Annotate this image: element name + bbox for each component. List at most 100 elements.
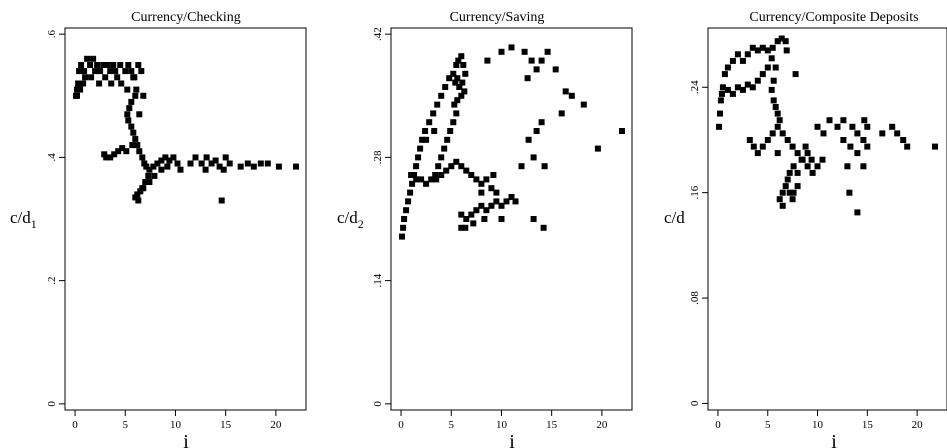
data-point bbox=[73, 92, 79, 99]
data-point bbox=[423, 136, 430, 143]
data-point bbox=[729, 90, 736, 97]
data-point bbox=[102, 74, 109, 81]
data-point bbox=[770, 97, 777, 104]
y-axis-label-main: c/d bbox=[664, 208, 685, 227]
data-point bbox=[203, 154, 210, 161]
x-tick-label: 5 bbox=[449, 419, 455, 431]
data-point bbox=[481, 216, 488, 222]
data-point bbox=[139, 154, 146, 161]
data-point bbox=[142, 179, 149, 185]
data-point bbox=[932, 143, 938, 150]
data-point bbox=[744, 51, 751, 58]
data-point bbox=[166, 157, 173, 164]
x-tick-label: 10 bbox=[812, 419, 824, 431]
data-point bbox=[444, 136, 451, 143]
data-point bbox=[473, 176, 480, 183]
data-point bbox=[798, 156, 805, 163]
data-point bbox=[401, 216, 408, 222]
data-point bbox=[399, 233, 405, 240]
data-point bbox=[463, 167, 470, 174]
data-point bbox=[452, 79, 459, 86]
data-point bbox=[220, 166, 227, 173]
data-point bbox=[192, 154, 199, 161]
data-point bbox=[508, 44, 515, 51]
data-point bbox=[408, 172, 415, 178]
data-point bbox=[819, 156, 826, 163]
data-point bbox=[110, 62, 117, 68]
data-point bbox=[468, 211, 475, 218]
data-point bbox=[413, 163, 420, 170]
data-point bbox=[150, 163, 157, 170]
data-point bbox=[82, 74, 89, 81]
data-point bbox=[112, 68, 119, 75]
x-tick-label: 0 bbox=[72, 419, 78, 431]
data-point bbox=[133, 86, 140, 93]
data-point bbox=[125, 62, 132, 68]
panel-currency-saving: Currency/Saving c/d2 i 0 5 10 15 20 0 .14 .28 .4… bbox=[337, 10, 633, 448]
data-point bbox=[764, 47, 771, 54]
data-point bbox=[143, 163, 150, 170]
data-point bbox=[894, 130, 901, 137]
data-point bbox=[826, 117, 833, 124]
data-point bbox=[541, 163, 548, 170]
data-point bbox=[134, 142, 141, 149]
data-point bbox=[493, 198, 500, 205]
data-point bbox=[540, 224, 547, 231]
data-point bbox=[786, 189, 793, 196]
data-point bbox=[820, 130, 827, 137]
data-point bbox=[754, 77, 761, 84]
data-point bbox=[123, 148, 130, 155]
data-point bbox=[94, 62, 101, 68]
data-point bbox=[250, 163, 257, 170]
data-point bbox=[132, 135, 139, 142]
data-point bbox=[455, 57, 462, 64]
data-point bbox=[108, 80, 115, 87]
y-axis-label-subscript: 1 bbox=[31, 217, 37, 231]
data-point bbox=[468, 172, 475, 178]
chart-title: Currency/Checking bbox=[131, 10, 241, 25]
data-point bbox=[438, 172, 445, 178]
data-point bbox=[114, 74, 121, 81]
data-point bbox=[772, 64, 779, 71]
data-point bbox=[594, 145, 601, 152]
data-point bbox=[900, 137, 907, 143]
data-point bbox=[216, 163, 223, 170]
data-point bbox=[448, 163, 455, 170]
data-point bbox=[212, 157, 219, 164]
data-point bbox=[782, 183, 789, 190]
data-point bbox=[508, 194, 515, 200]
data-point bbox=[403, 207, 410, 214]
data-point bbox=[769, 130, 776, 137]
scatter-points bbox=[399, 44, 625, 240]
data-point bbox=[170, 154, 177, 161]
data-point bbox=[769, 44, 776, 51]
data-point bbox=[847, 143, 854, 150]
data-point bbox=[538, 119, 545, 126]
data-point bbox=[451, 101, 458, 108]
data-point bbox=[759, 143, 766, 150]
data-point bbox=[87, 62, 94, 68]
data-point bbox=[78, 62, 85, 68]
data-point bbox=[146, 179, 153, 185]
data-point bbox=[779, 130, 786, 137]
data-point bbox=[135, 197, 142, 204]
data-point bbox=[164, 163, 171, 170]
data-point bbox=[498, 202, 505, 209]
data-point bbox=[552, 66, 559, 73]
data-point bbox=[776, 117, 783, 124]
data-point bbox=[864, 123, 871, 130]
data-point bbox=[754, 47, 761, 54]
data-point bbox=[226, 160, 233, 167]
y-tick-label: .24 bbox=[689, 80, 701, 94]
data-point bbox=[739, 57, 746, 64]
data-point bbox=[162, 154, 169, 161]
data-point bbox=[80, 80, 87, 87]
data-point bbox=[478, 202, 485, 209]
data-point bbox=[490, 172, 497, 178]
data-point bbox=[484, 57, 491, 64]
data-point bbox=[764, 64, 771, 71]
y-axis-label: c/d1 bbox=[10, 208, 37, 231]
data-point bbox=[470, 220, 477, 227]
data-point bbox=[460, 62, 467, 68]
data-point bbox=[503, 198, 510, 205]
